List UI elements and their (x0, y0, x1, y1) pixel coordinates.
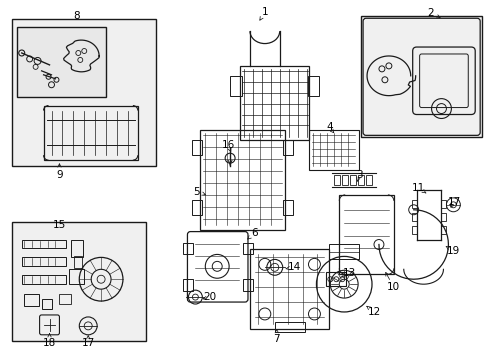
Text: 7: 7 (273, 334, 280, 344)
Bar (22, 275, 66, 284)
Text: 14: 14 (288, 262, 301, 272)
Bar (342, 175, 348, 185)
Bar (441, 226, 446, 234)
Text: 10: 10 (387, 282, 400, 292)
Text: 11: 11 (412, 183, 425, 193)
Bar (193, 200, 202, 215)
Text: 4: 4 (326, 122, 333, 132)
Bar (230, 76, 242, 96)
Bar (240, 66, 310, 140)
Text: 6: 6 (251, 228, 258, 238)
Bar (74, 256, 82, 268)
Bar (42, 299, 51, 309)
Bar (243, 279, 253, 291)
Bar (308, 76, 319, 96)
Bar (193, 140, 202, 155)
Text: 18: 18 (43, 338, 56, 348)
Bar (12, 222, 146, 341)
Bar (22, 239, 66, 248)
Bar (326, 272, 346, 286)
Bar (12, 19, 156, 166)
Text: 13: 13 (343, 268, 356, 278)
Bar (72, 239, 83, 257)
Text: 3: 3 (356, 170, 363, 180)
Bar (183, 279, 194, 291)
Bar (70, 269, 84, 284)
Text: 12: 12 (368, 307, 381, 317)
Text: 9: 9 (56, 170, 63, 180)
Bar (441, 213, 446, 221)
Text: 17: 17 (82, 338, 95, 348)
Bar (275, 322, 305, 332)
Bar (366, 175, 372, 185)
Text: 19: 19 (447, 247, 460, 256)
Bar (243, 243, 253, 255)
Bar (334, 175, 340, 185)
Text: 8: 8 (73, 11, 79, 21)
Bar (17, 27, 106, 96)
Bar (441, 200, 446, 208)
Bar (24, 294, 39, 306)
Text: 20: 20 (204, 292, 217, 302)
Bar (329, 244, 359, 260)
Bar (183, 243, 194, 255)
Text: 1: 1 (262, 7, 268, 17)
Bar (310, 130, 359, 170)
Bar (200, 130, 285, 230)
Bar (350, 175, 356, 185)
Bar (412, 226, 416, 234)
Bar (283, 140, 293, 155)
Bar (22, 257, 66, 266)
Bar (412, 200, 416, 208)
Bar (358, 175, 364, 185)
Bar (412, 213, 416, 221)
Bar (44, 105, 138, 160)
Bar (250, 249, 329, 329)
Text: 15: 15 (53, 220, 66, 230)
Bar (59, 294, 72, 304)
Text: 5: 5 (193, 187, 200, 197)
Bar (339, 195, 394, 274)
Bar (283, 200, 293, 215)
Text: 17: 17 (448, 197, 461, 207)
Text: 2: 2 (427, 8, 434, 18)
Bar (361, 16, 482, 137)
Text: 16: 16 (221, 140, 235, 150)
